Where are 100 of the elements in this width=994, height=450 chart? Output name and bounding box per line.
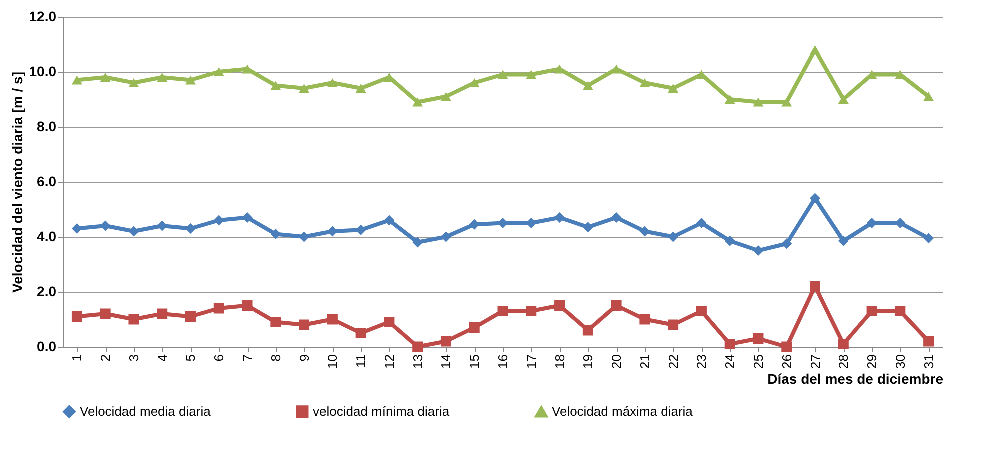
point xyxy=(866,306,878,316)
point xyxy=(412,342,424,352)
point xyxy=(668,320,679,330)
x-tick-label: 26 xyxy=(779,354,794,369)
point xyxy=(582,81,594,90)
x-tick-label: 2 xyxy=(98,354,114,362)
point xyxy=(895,306,906,316)
point xyxy=(384,317,395,328)
point xyxy=(753,98,764,107)
point xyxy=(498,306,508,316)
point xyxy=(299,84,310,94)
x-tick-label: 5 xyxy=(183,354,198,362)
legend-label: velocidad mínima diaria xyxy=(313,404,450,419)
y-tick-label: 2.0 xyxy=(37,284,57,300)
point xyxy=(186,76,196,85)
point xyxy=(782,238,792,250)
x-tick-label: 21 xyxy=(637,354,652,369)
y-tick-label: 4.0 xyxy=(37,228,57,244)
point xyxy=(924,336,934,347)
point xyxy=(753,334,764,344)
point xyxy=(100,220,111,232)
point xyxy=(469,219,480,230)
point xyxy=(696,218,707,228)
point xyxy=(838,339,849,350)
point xyxy=(810,45,820,55)
point xyxy=(128,226,140,237)
point xyxy=(270,317,282,328)
point xyxy=(270,229,282,240)
x-tick-label: 15 xyxy=(467,354,482,369)
point xyxy=(100,308,111,320)
point xyxy=(270,81,282,90)
x-tick-label: 28 xyxy=(836,354,852,369)
point xyxy=(724,94,736,104)
point xyxy=(186,224,196,234)
legend-label: Velocidad media diaria xyxy=(80,404,212,419)
point xyxy=(72,224,82,234)
point xyxy=(582,222,594,233)
y-tick-label: 10.0 xyxy=(29,64,57,80)
x-tick-label: 17 xyxy=(524,354,539,369)
point xyxy=(214,67,224,77)
x-tick-label: 9 xyxy=(296,354,312,362)
point xyxy=(412,237,424,248)
y-tick-label: 0.0 xyxy=(37,338,57,354)
x-tick-label: 4 xyxy=(154,354,170,362)
point xyxy=(668,232,679,242)
point xyxy=(242,64,253,74)
point xyxy=(696,306,707,316)
point xyxy=(157,308,168,320)
point xyxy=(214,303,224,314)
point xyxy=(526,306,537,316)
point xyxy=(526,70,537,80)
x-tick-label: 27 xyxy=(808,354,823,369)
point xyxy=(469,322,480,333)
point xyxy=(128,314,140,325)
point xyxy=(327,226,338,237)
x-tick-label: 16 xyxy=(496,354,510,369)
x-tick-label: 18 xyxy=(552,354,568,369)
point xyxy=(440,232,452,242)
x-tick-label: 23 xyxy=(694,354,710,369)
x-tick-label: 6 xyxy=(212,354,227,362)
point xyxy=(384,215,395,226)
point xyxy=(412,98,424,107)
x-tick-label: 11 xyxy=(354,354,369,368)
point xyxy=(498,70,508,80)
point xyxy=(611,300,622,311)
point xyxy=(186,312,196,322)
point xyxy=(128,78,140,88)
x-tick-label: 12 xyxy=(382,354,397,369)
point xyxy=(838,94,849,104)
point xyxy=(810,193,820,204)
x-tick-label: 30 xyxy=(892,354,908,369)
point xyxy=(924,233,934,244)
point xyxy=(668,84,679,94)
legend-label: Velocidad máxima diaria xyxy=(552,404,694,420)
x-tick-label: 31 xyxy=(921,354,936,369)
point xyxy=(554,212,566,223)
x-tick-label: 10 xyxy=(325,354,340,369)
point xyxy=(640,314,650,325)
point xyxy=(554,64,566,74)
point xyxy=(214,215,224,226)
point xyxy=(469,78,480,88)
x-tick-label: 14 xyxy=(438,354,454,369)
point xyxy=(724,339,736,350)
point xyxy=(640,78,650,88)
x-tick-label: 1 xyxy=(70,354,85,362)
y-tick-label: 8.0 xyxy=(37,118,57,134)
x-tick-label: 7 xyxy=(240,354,256,362)
point xyxy=(440,336,452,347)
x-tick-label: 8 xyxy=(268,354,284,362)
point xyxy=(157,72,168,82)
x-tick-label: 25 xyxy=(750,354,766,369)
point xyxy=(924,92,934,102)
point xyxy=(611,64,622,74)
point xyxy=(72,312,82,322)
point xyxy=(554,300,566,311)
point xyxy=(100,72,111,82)
point xyxy=(327,78,338,88)
y-tick-label: 6.0 xyxy=(37,174,57,190)
point xyxy=(242,300,253,311)
x-tick-label: 19 xyxy=(580,354,596,369)
